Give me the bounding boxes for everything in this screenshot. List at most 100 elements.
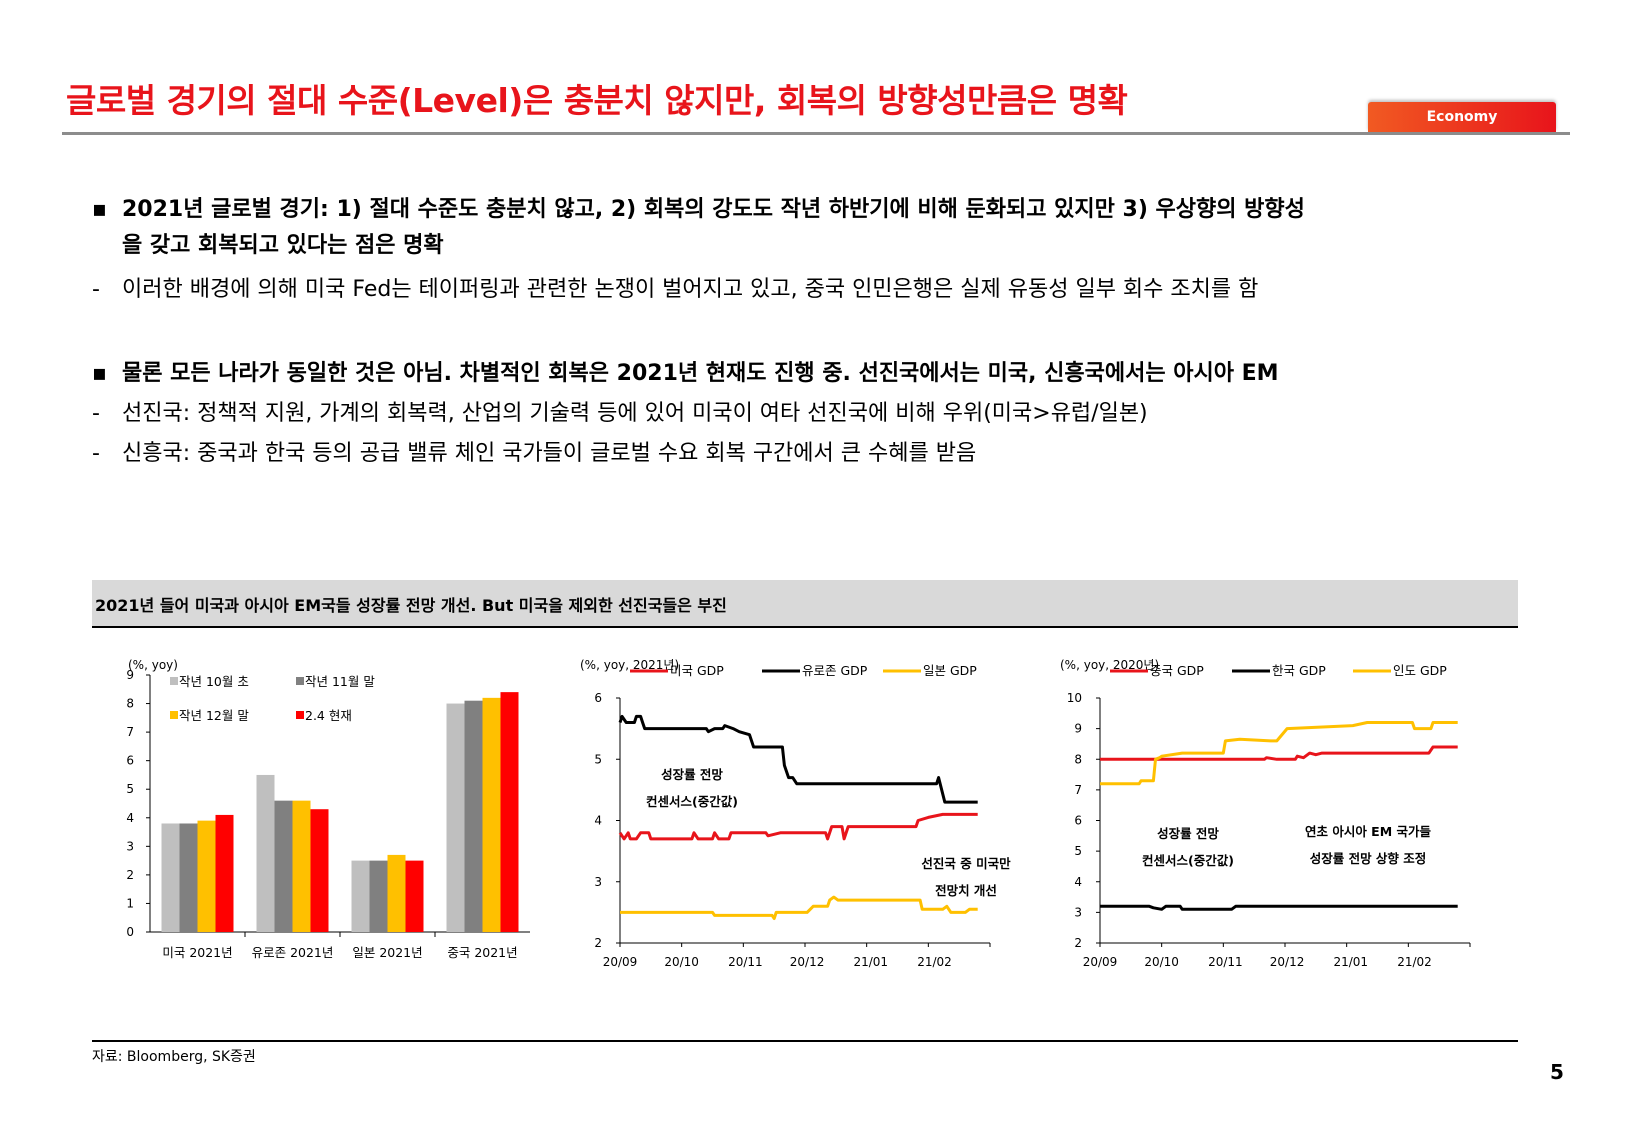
x-tick-label: 20/10: [1144, 955, 1179, 969]
bar-chart-gdp-forecast: (%, yoy) 0 1 2 3 4 5 6 7 8 9 미국 2021년 유로존 2021년 일본 20…: [126, 658, 530, 960]
x-tick-label: 유로존 2021년: [252, 945, 334, 960]
legend-label: 작년 11월 말: [305, 674, 375, 689]
dash-marker: -: [92, 277, 100, 302]
bar: [197, 820, 216, 932]
bar: [369, 860, 388, 932]
legend-label: 작년 10월 초: [179, 674, 249, 689]
footer-divider: [92, 1040, 1518, 1042]
y-tick-label: 7: [1074, 783, 1082, 797]
bullet-marker: ▪: [92, 361, 107, 386]
bullet-text: 을 갖고 회복되고 있다는 점은 명확: [122, 233, 444, 258]
x-tick-label: 20/09: [1083, 955, 1118, 969]
y-tick-label: 9: [126, 668, 134, 682]
bar: [482, 697, 501, 932]
y-tick-label: 4: [126, 811, 134, 825]
y-tick-label: 7: [126, 725, 134, 739]
bar: [446, 703, 465, 932]
x-tick-label: 20/11: [1208, 955, 1243, 969]
series-line: [618, 714, 978, 804]
series-line: [1100, 721, 1458, 786]
bar: [215, 814, 234, 932]
x-tick-label: 20/11: [728, 955, 763, 969]
x-tick-label: 중국 2021년: [447, 945, 517, 960]
annotation-line-2: 전망치 개선: [935, 883, 997, 898]
legend-swatch: [296, 677, 304, 685]
annotation-line-2: 성장률 전망 상향 조정: [1310, 851, 1427, 866]
y-tick-label: 8: [1074, 752, 1082, 766]
bar: [500, 692, 519, 932]
bar: [464, 700, 483, 932]
bar: [351, 860, 370, 932]
y-tick-label: 2: [126, 868, 134, 882]
annotation-line-1: 성장률 전망: [661, 767, 723, 782]
y-tick-label: 5: [1074, 844, 1082, 858]
y-tick-label: 1: [126, 896, 134, 910]
bar: [256, 774, 275, 932]
legend-label: 인도 GDP: [1393, 663, 1447, 678]
bullet-marker: ▪: [92, 197, 107, 222]
y-tick-label: 2: [594, 936, 602, 950]
y-tick-label: 6: [126, 754, 134, 768]
bullet-text: 이러한 배경에 의해 미국 Fed는 테이퍼링과 관련한 논쟁이 벌어지고 있고…: [122, 277, 1259, 302]
x-tick-label: 20/10: [664, 955, 699, 969]
legend-label: 유로존 GDP: [802, 663, 868, 678]
bar: [310, 809, 329, 932]
bullet-text: 신흥국: 중국과 한국 등의 공급 밸류 체인 국가들이 글로벌 수요 회복 구…: [122, 441, 977, 466]
x-tick-label: 21/01: [1333, 955, 1368, 969]
line-chart-em-gdp: (%, yoy, 2020년) 2 3 4 5 6 7 8 9 10 20/09 20/10 20/11…: [1060, 658, 1471, 969]
bar: [405, 860, 424, 932]
y-tick-label: 10: [1067, 691, 1082, 705]
y-tick-label: 5: [126, 782, 134, 796]
x-tick-label: 미국 2021년: [162, 945, 232, 960]
annotation-line-1: 선진국 중 미국만: [921, 856, 1011, 871]
legend-label: 중국 GDP: [1150, 663, 1204, 678]
bar: [179, 823, 198, 932]
legend-label: 2.4 현재: [305, 708, 352, 723]
page-title: 글로벌 경기의 절대 수준(Level)은 충분치 않지만, 회복의 방향성만큼…: [66, 81, 1128, 120]
y-tick-label: 3: [126, 839, 134, 853]
section-tag: Economy: [1368, 102, 1556, 132]
y-unit-label: (%, yoy): [128, 658, 178, 672]
title-divider: [62, 132, 1570, 135]
bullet-text: 2021년 글로벌 경기: 1) 절대 수준도 충분치 않고, 2) 회복의 강…: [122, 197, 1305, 222]
chart-section-title: 2021년 들어 미국과 아시아 EM국들 성장률 전망 개선. But 미국을…: [95, 596, 727, 615]
chart-section-header: 2021년 들어 미국과 아시아 EM국들 성장률 전망 개선. But 미국을…: [92, 580, 1518, 628]
series-line: [1100, 745, 1458, 761]
annotation-line-2: 컨센서스(중간값): [646, 794, 738, 809]
x-tick-label: 21/02: [917, 955, 952, 969]
bullet-text: 물론 모든 나라가 동일한 것은 아님. 차별적인 회복은 2021년 현재도 …: [122, 361, 1279, 386]
y-tick-label: 6: [594, 691, 602, 705]
y-tick-label: 3: [594, 875, 602, 889]
legend-swatch: [170, 677, 178, 685]
series-line: [1100, 904, 1458, 911]
bar: [274, 800, 293, 932]
y-tick-label: 9: [1074, 722, 1082, 736]
series-line: [618, 812, 978, 841]
line-chart-dm-gdp: (%, yoy, 2021년) 2 3 4 5 6 20/09 20/10 20/11 20/12…: [580, 658, 1011, 969]
legend-label: 작년 12월 말: [179, 708, 249, 723]
annotation-line-1: 연초 아시아 EM 국가들: [1305, 824, 1432, 839]
y-tick-label: 4: [1074, 875, 1082, 889]
x-tick-label: 20/12: [1270, 955, 1305, 969]
page-number: 5: [1550, 1060, 1564, 1084]
x-tick-label: 일본 2021년: [352, 945, 422, 960]
y-tick-label: 6: [1074, 814, 1082, 828]
legend-swatch: [170, 711, 178, 719]
y-tick-label: 3: [1074, 905, 1082, 919]
annotation-line-1: 성장률 전망: [1157, 826, 1219, 841]
y-unit-label: (%, yoy, 2021년): [580, 658, 679, 672]
legend-swatch: [296, 711, 304, 719]
series-line: [620, 895, 978, 920]
legend-label: 일본 GDP: [923, 663, 977, 678]
legend-label: 미국 GDP: [670, 663, 724, 678]
x-tick-label: 20/12: [790, 955, 825, 969]
bullet-text: 선진국: 정책적 지원, 가계의 회복력, 산업의 기술력 등에 있어 미국이 …: [122, 401, 1148, 426]
y-tick-label: 4: [594, 814, 602, 828]
x-tick-label: 21/02: [1397, 955, 1432, 969]
y-tick-label: 0: [126, 925, 134, 939]
dash-marker: -: [92, 401, 100, 426]
annotation-line-2: 컨센서스(중간값): [1142, 853, 1234, 868]
legend-label: 한국 GDP: [1272, 663, 1326, 678]
x-tick-label: 21/01: [853, 955, 888, 969]
x-tick-label: 20/09: [603, 955, 638, 969]
